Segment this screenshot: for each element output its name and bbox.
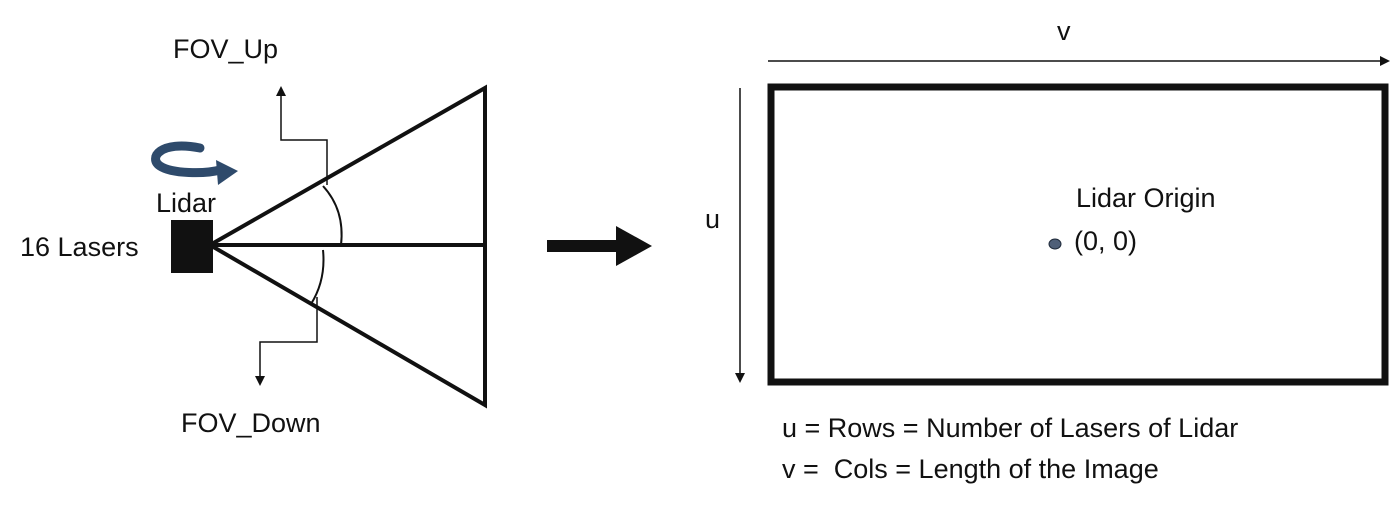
legend-u-line: u = Rows = Number of Lasers of Lidar: [782, 413, 1238, 443]
lidar-origin-dot: [1048, 238, 1062, 250]
fov-down-label: FOV_Down: [181, 408, 321, 438]
lidar-label: Lidar: [156, 188, 216, 218]
fov-up-leader-arrow: [276, 86, 328, 185]
arrow-right-icon: [547, 226, 652, 266]
fov-up-label: FOV_Up: [173, 34, 278, 64]
u-axis-label: u: [705, 204, 720, 234]
origin-coords: (0, 0): [1074, 226, 1137, 256]
range-image-diagram: v u Lidar Origin (0, 0) u = Rows = Numbe…: [705, 16, 1390, 484]
fov-down-leader-arrow: [255, 297, 318, 386]
origin-label: Lidar Origin: [1076, 183, 1216, 213]
rotation-arrow-icon: [151, 141, 238, 185]
range-image-frame: [767, 83, 1389, 386]
fov-up-angle-arc: [322, 185, 343, 246]
legend-v-line: v = Cols = Length of the Image: [782, 454, 1159, 484]
lasers-label: 16 Lasers: [20, 232, 139, 262]
lidar-fov-diagram: FOV_Up Lidar 16 Lasers FOV_Down: [20, 34, 487, 438]
fov-down-angle-arc: [310, 249, 325, 305]
v-axis-label: v: [1057, 16, 1071, 46]
lidar-sensor-box: [171, 220, 213, 273]
